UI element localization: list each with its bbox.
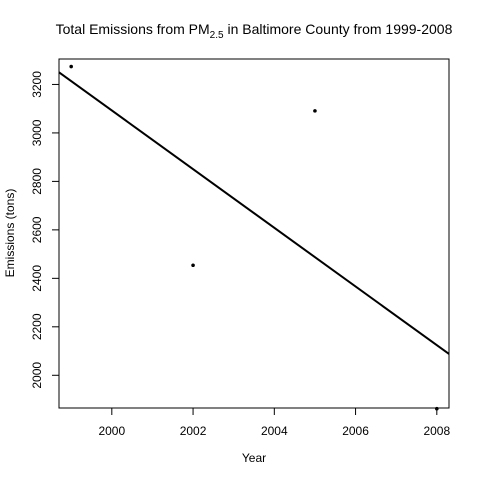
chart-title-main: Total Emissions from PM — [56, 21, 210, 37]
y-axis-label: Emissions (tons) — [3, 189, 17, 278]
data-point-2002 — [191, 263, 195, 268]
y-axis: 2000 2200 2400 2600 2800 3000 3200 — [30, 71, 59, 389]
data-point-2005 — [313, 109, 317, 113]
x-tick-label-2004: 2004 — [261, 424, 288, 438]
y-tick-label-2200: 2200 — [30, 313, 44, 340]
x-axis: 2000 2002 2004 2006 2008 — [98, 408, 450, 438]
y-tick-label-3200: 3200 — [30, 71, 44, 98]
x-axis-label: Year — [242, 451, 266, 465]
data-points — [69, 64, 439, 411]
data-point-2008 — [435, 406, 439, 411]
x-tick-label-2006: 2006 — [342, 424, 369, 438]
data-point-1999 — [69, 64, 73, 69]
regression-line — [58, 71, 450, 355]
regression-line-group — [58, 71, 450, 355]
y-tick-label-2600: 2600 — [30, 216, 44, 243]
chart-title-rest: in Baltimore County from 1999-2008 — [224, 21, 453, 37]
y-tick-label-2400: 2400 — [30, 265, 44, 292]
x-tick-label-2002: 2002 — [180, 424, 207, 438]
x-tick-label-2000: 2000 — [98, 424, 125, 438]
plot-area-box — [58, 58, 450, 409]
y-tick-label-2000: 2000 — [30, 362, 44, 389]
y-tick-label-3000: 3000 — [30, 119, 44, 146]
chart-title: Total Emissions from PM2.5 in Baltimore … — [56, 21, 453, 41]
chart-title-subscript: 2.5 — [210, 30, 224, 41]
x-tick-label-2008: 2008 — [423, 424, 450, 438]
y-tick-label-2800: 2800 — [30, 168, 44, 195]
